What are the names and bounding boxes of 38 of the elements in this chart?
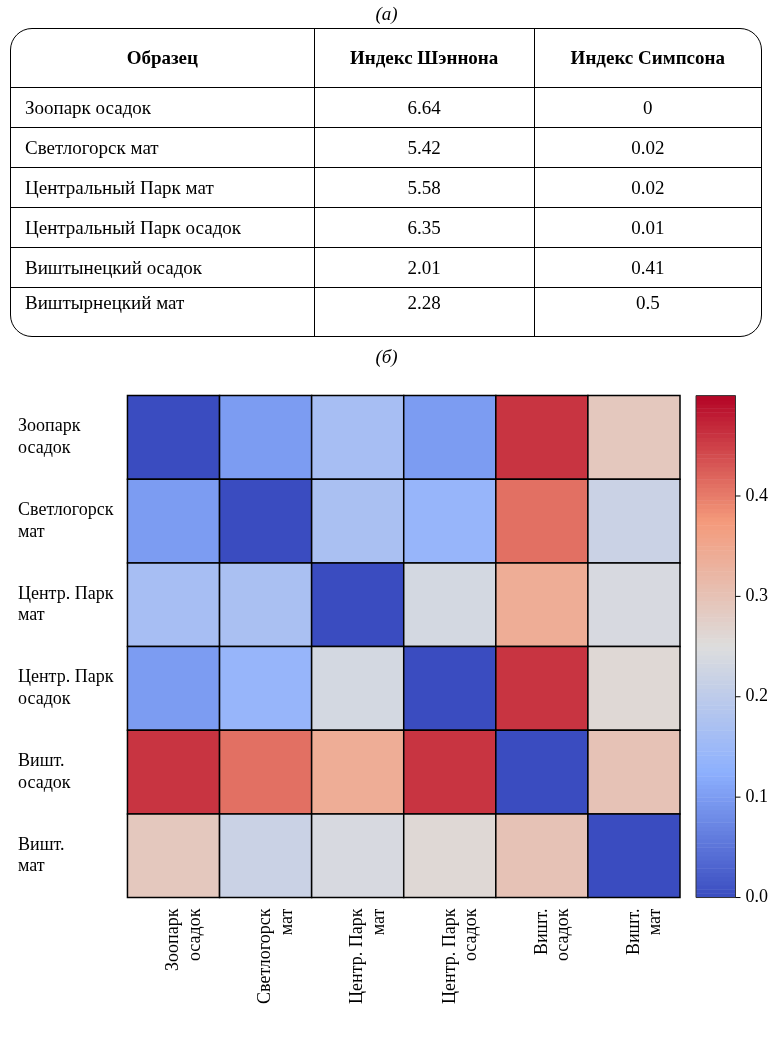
- color-bar-label: 0.1: [745, 785, 768, 806]
- data-label: 5.42: [313, 127, 534, 167]
- y-tick-label: Светлогорск мат: [18, 499, 114, 541]
- y-tick-label: Вишт. мат: [18, 833, 65, 876]
- color-bar-label: 0.4: [745, 484, 768, 505]
- x-tick-label: Индекс Шэннона: [313, 29, 534, 87]
- data-label: 6.35: [313, 207, 534, 247]
- y-tick-label: Вишт. осадок: [18, 749, 71, 792]
- y-tick-label: Зоопарк осадок: [18, 415, 81, 457]
- data-label: 2.28: [313, 287, 534, 336]
- y-tick-label: Виштынецкий осадок: [11, 247, 314, 287]
- y-tick-label: Светлогорск мат: [11, 127, 314, 167]
- y-tick-label: Центр. Парк мат: [18, 582, 114, 625]
- x-tick-label: Центр. Парк мат: [346, 908, 389, 1004]
- x-tick-label: Вишт. осадок: [530, 908, 573, 962]
- x-tick-label: Индекс Симпсона: [533, 29, 761, 87]
- color-bar-label: 0.3: [745, 585, 768, 606]
- y-tick-label: Центральный Парк мат: [11, 167, 314, 207]
- data-label: 0.01: [533, 207, 761, 247]
- data-label: 0.41: [533, 247, 761, 287]
- data-label: 5.58: [313, 167, 534, 207]
- y-tick-label: Зоопарк осадок: [11, 87, 314, 127]
- data-label: 0: [533, 87, 761, 127]
- x-tick-label: Вишт. мат: [622, 908, 665, 956]
- color-bar-label: 0.2: [745, 685, 768, 706]
- chart-title: (a): [374, 2, 399, 26]
- chart-title: (б): [374, 345, 399, 369]
- data-label: 6.64: [313, 87, 534, 127]
- data-label: 0.02: [533, 127, 761, 167]
- data-label: 0.5: [533, 287, 761, 336]
- data-label: 2.01: [313, 247, 534, 287]
- color-bar-label: 0.0: [745, 886, 768, 907]
- y-tick-label: Виштырнецкий мат: [11, 287, 314, 336]
- data-label: 0.02: [533, 167, 761, 207]
- y-tick-label: Центральный Парк осадок: [11, 207, 314, 247]
- y-tick-label: Центр. Парк осадок: [18, 666, 114, 708]
- x-tick-label: Центр. Парк осадок: [438, 908, 481, 1004]
- y-axis-title: Образец: [125, 46, 199, 70]
